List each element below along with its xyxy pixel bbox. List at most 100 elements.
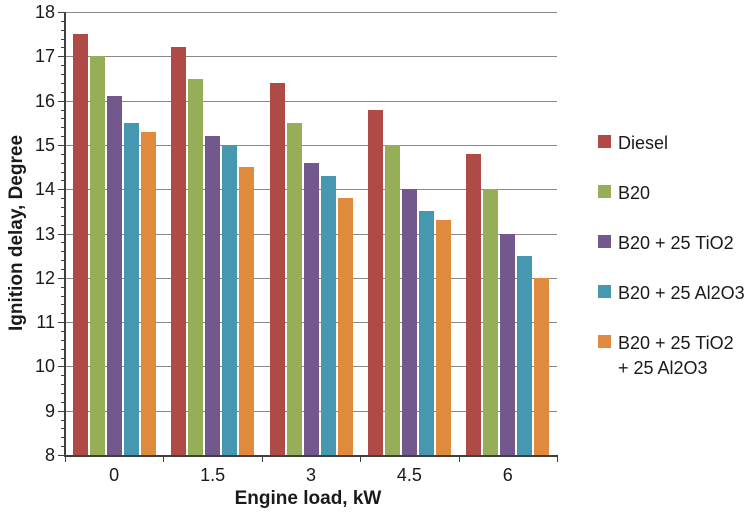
y-minor-tick: [61, 428, 65, 430]
bar-b20-load-3: [286, 122, 302, 456]
y-tick-label: 16: [34, 90, 55, 111]
y-minor-tick: [61, 295, 65, 297]
bar-b20-25-tio2-load-6: [500, 233, 516, 455]
y-minor-tick: [61, 38, 65, 40]
y-axis-line: [64, 12, 66, 457]
bar-b20-load-0: [89, 56, 105, 455]
legend-label: B20 + 25 TiO2 + 25 Al2O3: [618, 333, 734, 378]
x-tick-label: 1.5: [200, 465, 226, 485]
y-minor-tick: [61, 251, 65, 253]
y-major-tick: [58, 233, 65, 235]
y-minor-tick: [61, 348, 65, 350]
bar-b20-load-6: [483, 189, 499, 455]
bar-diesel-load-1.5: [171, 47, 187, 455]
legend-swatch: [598, 335, 611, 348]
bar-b20-25-tio2-25-al2o3-load-4.5: [435, 220, 451, 455]
legend-label: B20 + 25 TiO2: [618, 233, 734, 253]
x-tick-label: 3: [305, 465, 316, 485]
bar-b20-25-tio2-load-0: [106, 96, 122, 455]
y-minor-tick: [61, 206, 65, 208]
y-major-tick: [58, 277, 65, 279]
y-minor-tick: [61, 375, 65, 377]
legend-swatch: [598, 135, 611, 148]
y-minor-tick: [61, 20, 65, 22]
bar-diesel-load-3: [269, 82, 285, 455]
y-major-tick: [58, 410, 65, 412]
bar-diesel-load-6: [466, 153, 482, 455]
x-tick: [557, 455, 558, 462]
y-minor-tick: [61, 198, 65, 200]
y-tick-label: 8: [44, 445, 55, 465]
bar-b20-load-1.5: [188, 78, 204, 456]
y-minor-tick: [61, 339, 65, 341]
y-minor-tick: [61, 446, 65, 448]
y-major-tick: [58, 322, 65, 324]
y-major-tick: [58, 144, 65, 146]
bar-b20-25-tio2-load-1.5: [205, 136, 221, 455]
y-major-tick: [58, 100, 65, 102]
x-tick: [65, 455, 66, 462]
legend-label: B20 + 25 Al2O3: [618, 283, 745, 303]
x-axis-line: [64, 455, 557, 457]
y-tick-label: 15: [34, 134, 55, 155]
gridline: [65, 144, 557, 146]
bar-b20-25-al2o3-load-4.5: [418, 211, 434, 455]
y-minor-tick: [61, 109, 65, 111]
bar-b20-25-tio2-25-al2o3-load-0: [140, 131, 156, 455]
x-tick: [360, 455, 362, 462]
y-minor-tick: [61, 401, 65, 403]
y-tick-label: 11: [36, 312, 55, 333]
legend-swatch: [598, 185, 611, 198]
y-minor-tick: [61, 260, 65, 262]
bar-b20-25-al2o3-load-3: [320, 175, 336, 455]
y-minor-tick: [61, 127, 65, 129]
y-minor-tick: [61, 180, 65, 182]
bar-b20-25-al2o3-load-1.5: [222, 144, 238, 455]
y-tick-label: 10: [34, 356, 55, 377]
y-minor-tick: [61, 91, 65, 93]
y-minor-tick: [61, 419, 65, 421]
y-major-tick: [58, 56, 65, 58]
legend-label: B20: [618, 183, 651, 203]
bar-diesel-load-0: [72, 34, 88, 456]
bar-b20-25-al2o3-load-0: [123, 122, 139, 456]
y-minor-tick: [61, 65, 65, 67]
y-minor-tick: [61, 136, 65, 137]
legend-entry: Diesel: [598, 131, 750, 156]
y-major-tick: [58, 12, 65, 13]
y-minor-tick: [61, 29, 65, 31]
y-minor-tick: [61, 437, 65, 439]
y-tick-label: 9: [44, 400, 55, 421]
legend-swatch: [598, 235, 611, 248]
y-minor-tick: [61, 74, 65, 75]
gridline: [65, 56, 557, 58]
gridline: [65, 12, 557, 13]
y-major-tick: [58, 366, 65, 368]
y-minor-tick: [61, 331, 65, 332]
bar-b20-25-al2o3-load-6: [517, 255, 533, 455]
legend-entry: B20 + 25 TiO2: [598, 231, 750, 256]
legend: Diesel B20 B20 + 25 TiO2 B20 + 25 Al2O3 B20 …: [598, 131, 750, 406]
bar-diesel-load-4.5: [367, 109, 383, 455]
y-minor-tick: [61, 153, 65, 155]
x-tick: [458, 455, 460, 462]
y-tick-label: 12: [34, 267, 55, 288]
y-minor-tick: [61, 304, 65, 306]
legend-swatch: [598, 285, 611, 298]
y-minor-tick: [61, 82, 65, 84]
y-minor-tick: [61, 268, 65, 270]
bar-b20-25-tio2-load-4.5: [401, 189, 417, 455]
y-tick-label: 18: [34, 2, 55, 22]
bar-b20-25-tio2-25-al2o3-load-6: [534, 277, 550, 455]
bar-b20-25-tio2-25-al2o3-load-1.5: [239, 167, 255, 455]
bar-b20-load-4.5: [384, 144, 400, 455]
y-minor-tick: [61, 118, 65, 120]
y-minor-tick: [61, 224, 65, 226]
legend-label: Diesel: [618, 133, 669, 153]
y-minor-tick: [61, 313, 65, 315]
x-tick-label: 4.5: [396, 465, 422, 485]
x-tick: [163, 455, 165, 462]
legend-entry: B20: [598, 181, 750, 206]
gridline: [65, 100, 557, 102]
y-minor-tick: [61, 384, 65, 386]
